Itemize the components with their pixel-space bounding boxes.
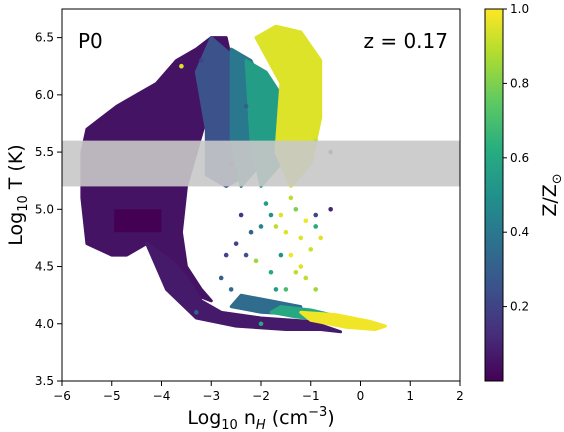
x-tick-label: −6 (53, 389, 71, 403)
colorbar-tick-label: 1.0 (510, 2, 529, 16)
x-tick-label: 0 (357, 389, 365, 403)
region-9 (114, 209, 162, 233)
colorbar (484, 8, 504, 382)
data-point-4 (293, 269, 299, 275)
y-tick-label: 4.0 (35, 317, 54, 331)
data-point-22 (313, 224, 319, 229)
data-point-38 (263, 35, 269, 40)
data-point-29 (303, 275, 309, 281)
colorbar-tick-label: 0.4 (510, 225, 529, 239)
data-point-18 (223, 252, 229, 258)
y-tick-label: 3.5 (35, 374, 54, 388)
y-axis-ticks: 3.5 4.0 4.5 5.0 5.5 6.0 6.5 (35, 31, 62, 388)
x-tick-label: −4 (153, 389, 171, 403)
y-tick-label: 6.5 (35, 31, 54, 45)
colorbar-tick-label: 0.2 (510, 300, 529, 314)
x-axis-label: Log10 nH (cm−3) (187, 405, 334, 432)
annotation-redshift: z = 0.17 (363, 29, 448, 53)
data-point-3 (298, 235, 304, 241)
colorbar-tick-label: 0.6 (510, 151, 529, 165)
x-tick-label: 1 (406, 389, 414, 403)
x-tick-label: −1 (302, 389, 320, 403)
shaded-band-layer (62, 140, 460, 187)
data-point-35 (258, 321, 264, 327)
data-point-11 (308, 247, 314, 252)
y-tick-label: 5.0 (35, 202, 54, 216)
data-point-6 (268, 212, 274, 218)
data-point-13 (268, 269, 274, 275)
x-tick-label: −2 (252, 389, 270, 403)
data-point-1 (283, 229, 289, 235)
data-point-33 (228, 287, 234, 292)
data-point-8 (263, 201, 269, 206)
data-point-26 (328, 207, 333, 212)
x-axis-ticks: −6 −5 −4 −3 −2 −1 0 1 2 (53, 381, 464, 403)
data-point-34 (194, 310, 199, 315)
data-point-17 (238, 212, 244, 218)
data-point-2 (288, 252, 294, 258)
data-point-39 (243, 103, 249, 109)
data-point-27 (278, 252, 284, 258)
data-point-9 (288, 195, 294, 201)
x-tick-label: −3 (202, 389, 220, 403)
data-point-23 (318, 235, 324, 241)
region-8 (299, 310, 387, 331)
data-point-15 (233, 241, 239, 246)
data-point-36 (303, 69, 309, 75)
data-point-5 (303, 218, 309, 224)
data-point-12 (283, 287, 289, 292)
shaded-band (62, 140, 460, 187)
y-axis-label: Log10 T (K) (5, 144, 31, 245)
colorbar-tick-label: 0.8 (510, 76, 529, 90)
region-1 (145, 242, 343, 334)
y-tick-label: 6.0 (35, 88, 54, 102)
data-points (179, 35, 333, 327)
y-tick-label: 5.5 (35, 145, 54, 159)
data-point-40 (253, 258, 259, 264)
data-point-0 (278, 212, 284, 218)
data-point-31 (179, 63, 184, 69)
data-point-41 (273, 224, 279, 229)
x-tick-label: −5 (103, 389, 121, 403)
colorbar-ticks: 0.2 0.4 0.6 0.8 1.0 (503, 2, 529, 314)
data-point-24 (293, 207, 299, 212)
data-point-16 (243, 252, 249, 258)
data-point-10 (298, 264, 304, 269)
data-point-32 (199, 58, 204, 63)
y-tick-label: 4.5 (35, 260, 54, 274)
annotation-panel-label: P0 (78, 29, 103, 53)
data-point-14 (248, 229, 254, 235)
data-point-19 (218, 275, 224, 281)
data-point-30 (313, 287, 319, 292)
data-point-21 (313, 212, 319, 218)
data-point-7 (258, 224, 264, 229)
x-tick-label: 2 (456, 389, 464, 403)
colorbar-label: Z/Z⊙ (539, 173, 564, 216)
data-point-28 (273, 287, 279, 292)
